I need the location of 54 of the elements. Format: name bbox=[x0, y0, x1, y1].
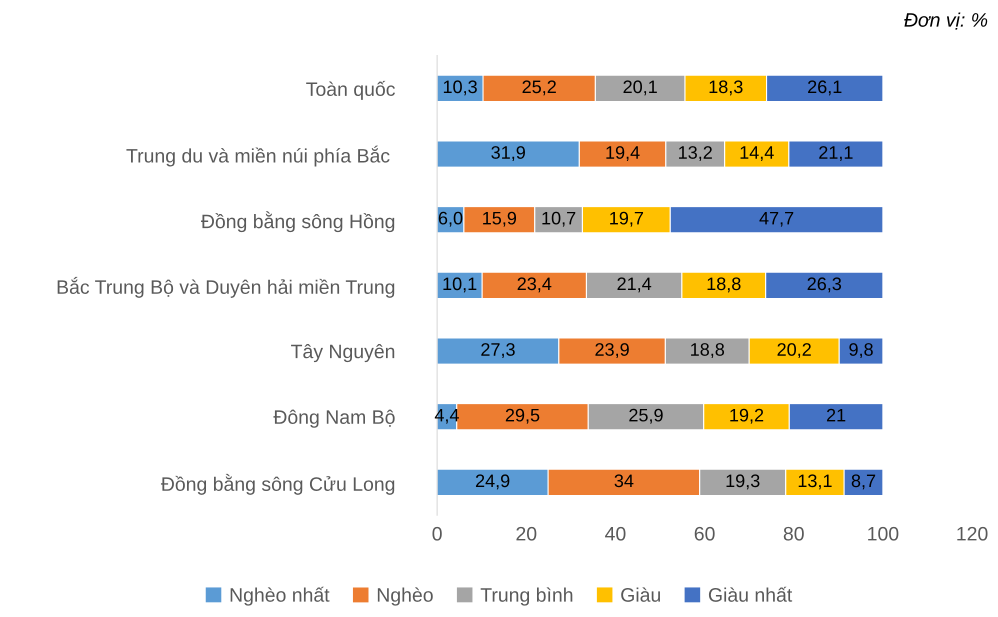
data-label: 13,1 bbox=[798, 474, 832, 490]
data-label: 25,9 bbox=[629, 408, 663, 424]
data-label: 21,4 bbox=[617, 277, 652, 292]
data-label: 9,8 bbox=[849, 343, 873, 358]
data-label: 19,7 bbox=[610, 212, 644, 227]
data-label: 31,9 bbox=[491, 146, 525, 162]
y-tick-label: Tây Nguyên bbox=[291, 344, 394, 362]
data-label: 24,9 bbox=[476, 474, 510, 490]
data-label: 25,2 bbox=[522, 80, 556, 96]
legend-label: Giàu bbox=[621, 587, 660, 602]
legend-label: Trung bình bbox=[480, 587, 572, 606]
data-label: 20,1 bbox=[624, 80, 657, 96]
x-tick-label: 100 bbox=[868, 526, 898, 541]
y-tick-label: Toàn quốc bbox=[306, 80, 395, 100]
y-tick-label: Trung du và miền núi phía Bắc bbox=[126, 146, 390, 166]
x-tick-label: 40 bbox=[605, 526, 626, 541]
data-label: 10,3 bbox=[444, 80, 477, 96]
data-label: 19,4 bbox=[606, 146, 640, 162]
x-tick-label: 60 bbox=[694, 526, 715, 541]
data-label: 18,8 bbox=[691, 343, 724, 358]
data-label: 27,3 bbox=[481, 343, 515, 358]
data-label: 21 bbox=[826, 408, 846, 422]
data-label: 14,4 bbox=[740, 146, 774, 162]
data-label: 10,1 bbox=[443, 277, 476, 292]
legend-label: Nghèo bbox=[378, 587, 433, 606]
data-label: 15,9 bbox=[483, 212, 516, 227]
y-tick-label: Bắc Trung Bộ và Duyên hải miền Trung bbox=[58, 276, 394, 298]
data-label: 18,3 bbox=[710, 80, 743, 96]
data-label: 19,2 bbox=[730, 408, 764, 424]
y-tick-label: Đồng bằng sông Hồng bbox=[201, 211, 394, 232]
x-tick-label: 20 bbox=[516, 526, 536, 541]
data-label: 6,0 bbox=[438, 212, 462, 227]
data-label: 29,5 bbox=[506, 408, 540, 424]
data-label: 23,9 bbox=[595, 343, 629, 358]
legend-label: Giàu nhất bbox=[708, 586, 792, 602]
data-label: 23,4 bbox=[518, 277, 552, 292]
data-label: 13,2 bbox=[679, 146, 712, 162]
data-label: 10,7 bbox=[542, 212, 576, 227]
data-label: 20,2 bbox=[778, 343, 811, 358]
data-label: 19,3 bbox=[726, 474, 760, 490]
data-label: 18,8 bbox=[708, 277, 741, 292]
y-tick-label: Đông Nam Bộ bbox=[273, 410, 395, 428]
x-tick-label: 0 bbox=[432, 526, 442, 541]
x-tick-label: 120 bbox=[957, 526, 988, 541]
legend-label: Nghèo nhất bbox=[230, 586, 330, 606]
text: Đơn vị: % bbox=[904, 12, 988, 30]
data-label: 34 bbox=[614, 474, 634, 488]
data-label: 26,1 bbox=[808, 80, 842, 96]
y-tick-label: Đồng bằng sông Cửu Long bbox=[160, 474, 394, 495]
data-label: 47,7 bbox=[759, 212, 794, 227]
x-tick-label: 80 bbox=[784, 526, 804, 541]
data-label: 26,3 bbox=[808, 277, 842, 292]
data-label: 21,1 bbox=[819, 146, 853, 162]
data-label: 8,7 bbox=[852, 474, 876, 490]
